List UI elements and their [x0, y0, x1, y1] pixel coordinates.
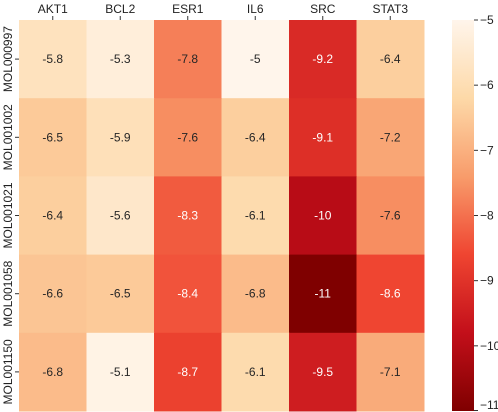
- colorbar-tick-label: −11: [480, 398, 498, 412]
- cell-value-label: -6.5: [42, 130, 63, 144]
- cell-value-label: -10: [314, 209, 332, 223]
- cell-value-label: -7.1: [380, 365, 401, 379]
- cell-value-label: -9.2: [312, 52, 333, 66]
- cell-value-label: -5.1: [110, 365, 131, 379]
- cell-value-label: -6.4: [380, 52, 401, 66]
- cell-value-label: -8.4: [177, 287, 198, 301]
- heatmap-cell: [19, 254, 87, 334]
- cell-value-label: -7.8: [177, 52, 198, 66]
- heatmap-cell: [19, 176, 87, 256]
- heatmap-cell: [154, 332, 222, 412]
- heatmap-cell: [86, 176, 155, 256]
- heatmap-cell: [154, 20, 222, 99]
- heatmap-cell: [356, 332, 425, 412]
- cell-value-label: -5.8: [42, 52, 63, 66]
- heatmap-cell: [221, 20, 290, 99]
- cell-value-label: -9.1: [312, 130, 333, 144]
- heatmap-cell: [356, 20, 425, 99]
- heatmap-cell: [221, 332, 290, 412]
- cell-value-label: -7.6: [177, 130, 198, 144]
- cell-value-label: -6.4: [42, 209, 63, 223]
- heatmap-cell: [86, 254, 155, 334]
- colorbar-gradient: [452, 20, 474, 411]
- heatmap-cell: [289, 20, 357, 99]
- heatmap-cell: [86, 20, 155, 99]
- colorbar-tick-label: −10: [480, 339, 498, 353]
- heatmap-cell: [289, 332, 357, 412]
- heatmap-cell: [356, 98, 425, 177]
- heatmap-cell: [154, 254, 222, 334]
- heatmap-cell: [289, 176, 357, 256]
- cell-value-label: -7.6: [380, 209, 401, 223]
- column-label: SRC: [310, 2, 336, 16]
- colorbar-tick-label: −9: [480, 274, 494, 288]
- heatmap-cell: [221, 254, 290, 334]
- colorbar-tick-label: −5: [480, 13, 494, 27]
- cell-value-label: -5.6: [110, 209, 131, 223]
- cell-value-label: -5: [250, 52, 261, 66]
- cell-value-label: -6.1: [245, 365, 266, 379]
- row-label: MOL000997: [1, 26, 15, 92]
- cell-value-label: -6.8: [245, 287, 266, 301]
- colorbar-tick-label: −8: [480, 209, 494, 223]
- cell-value-label: -8.3: [177, 209, 198, 223]
- row-label: MOL001002: [1, 104, 15, 170]
- cell-value-label: -6.6: [42, 287, 63, 301]
- heatmap-cell: [221, 98, 290, 177]
- column-label: IL6: [247, 2, 264, 16]
- colorbar: −5 −6 −7 −8 −9 −10 −11: [452, 13, 498, 412]
- heatmap-cell: [154, 176, 222, 256]
- heatmap-cell: [289, 98, 357, 177]
- heatmap-cell: [356, 254, 425, 334]
- column-label: ESR1: [172, 2, 204, 16]
- cell-value-label: -6.4: [245, 130, 266, 144]
- heatmap-cell: [19, 98, 87, 177]
- row-label: MOL001150: [1, 339, 15, 404]
- column-label: STAT3: [372, 2, 408, 16]
- heatmap-cell: [86, 332, 155, 412]
- row-label: MOL001058: [1, 260, 15, 326]
- cell-value-label: -6.8: [42, 365, 63, 379]
- heatmap-cell: [19, 20, 87, 99]
- cell-value-label: -8.6: [380, 287, 401, 301]
- heatmap-cell: [154, 98, 222, 177]
- heatmap-cells: -5.8 -5.3 -7.8 -5 -9.2 -6.4 -6.5 -5.9 -7.6 -6.4 -9…: [19, 20, 425, 412]
- column-labels: AKT1 BCL2 ESR1 IL6 SRC STAT3: [38, 2, 408, 20]
- column-label: AKT1: [38, 2, 68, 16]
- colorbar-tick-label: −7: [480, 143, 494, 157]
- cell-value-label: -8.7: [177, 365, 198, 379]
- cell-value-label: -5.3: [110, 52, 131, 66]
- colorbar-tick-label: −6: [480, 78, 494, 92]
- heatmap-cell: [289, 254, 357, 334]
- heatmap-cell: [221, 176, 290, 256]
- row-label: MOL001021: [1, 182, 15, 248]
- heatmap-cell: [86, 98, 155, 177]
- cell-value-label: -6.5: [110, 287, 131, 301]
- row-labels: MOL000997 MOL001002 MOL001021 MOL001058 MOL0…: [1, 26, 19, 404]
- cell-value-label: -7.2: [380, 130, 401, 144]
- cell-value-label: -9.5: [312, 365, 333, 379]
- column-label: BCL2: [105, 2, 135, 16]
- heatmap-cell: [19, 332, 87, 412]
- cell-value-label: -5.9: [110, 130, 131, 144]
- cell-value-label: -6.1: [245, 209, 266, 223]
- heatmap-cell: [356, 176, 425, 256]
- cell-value-label: -11: [315, 287, 332, 301]
